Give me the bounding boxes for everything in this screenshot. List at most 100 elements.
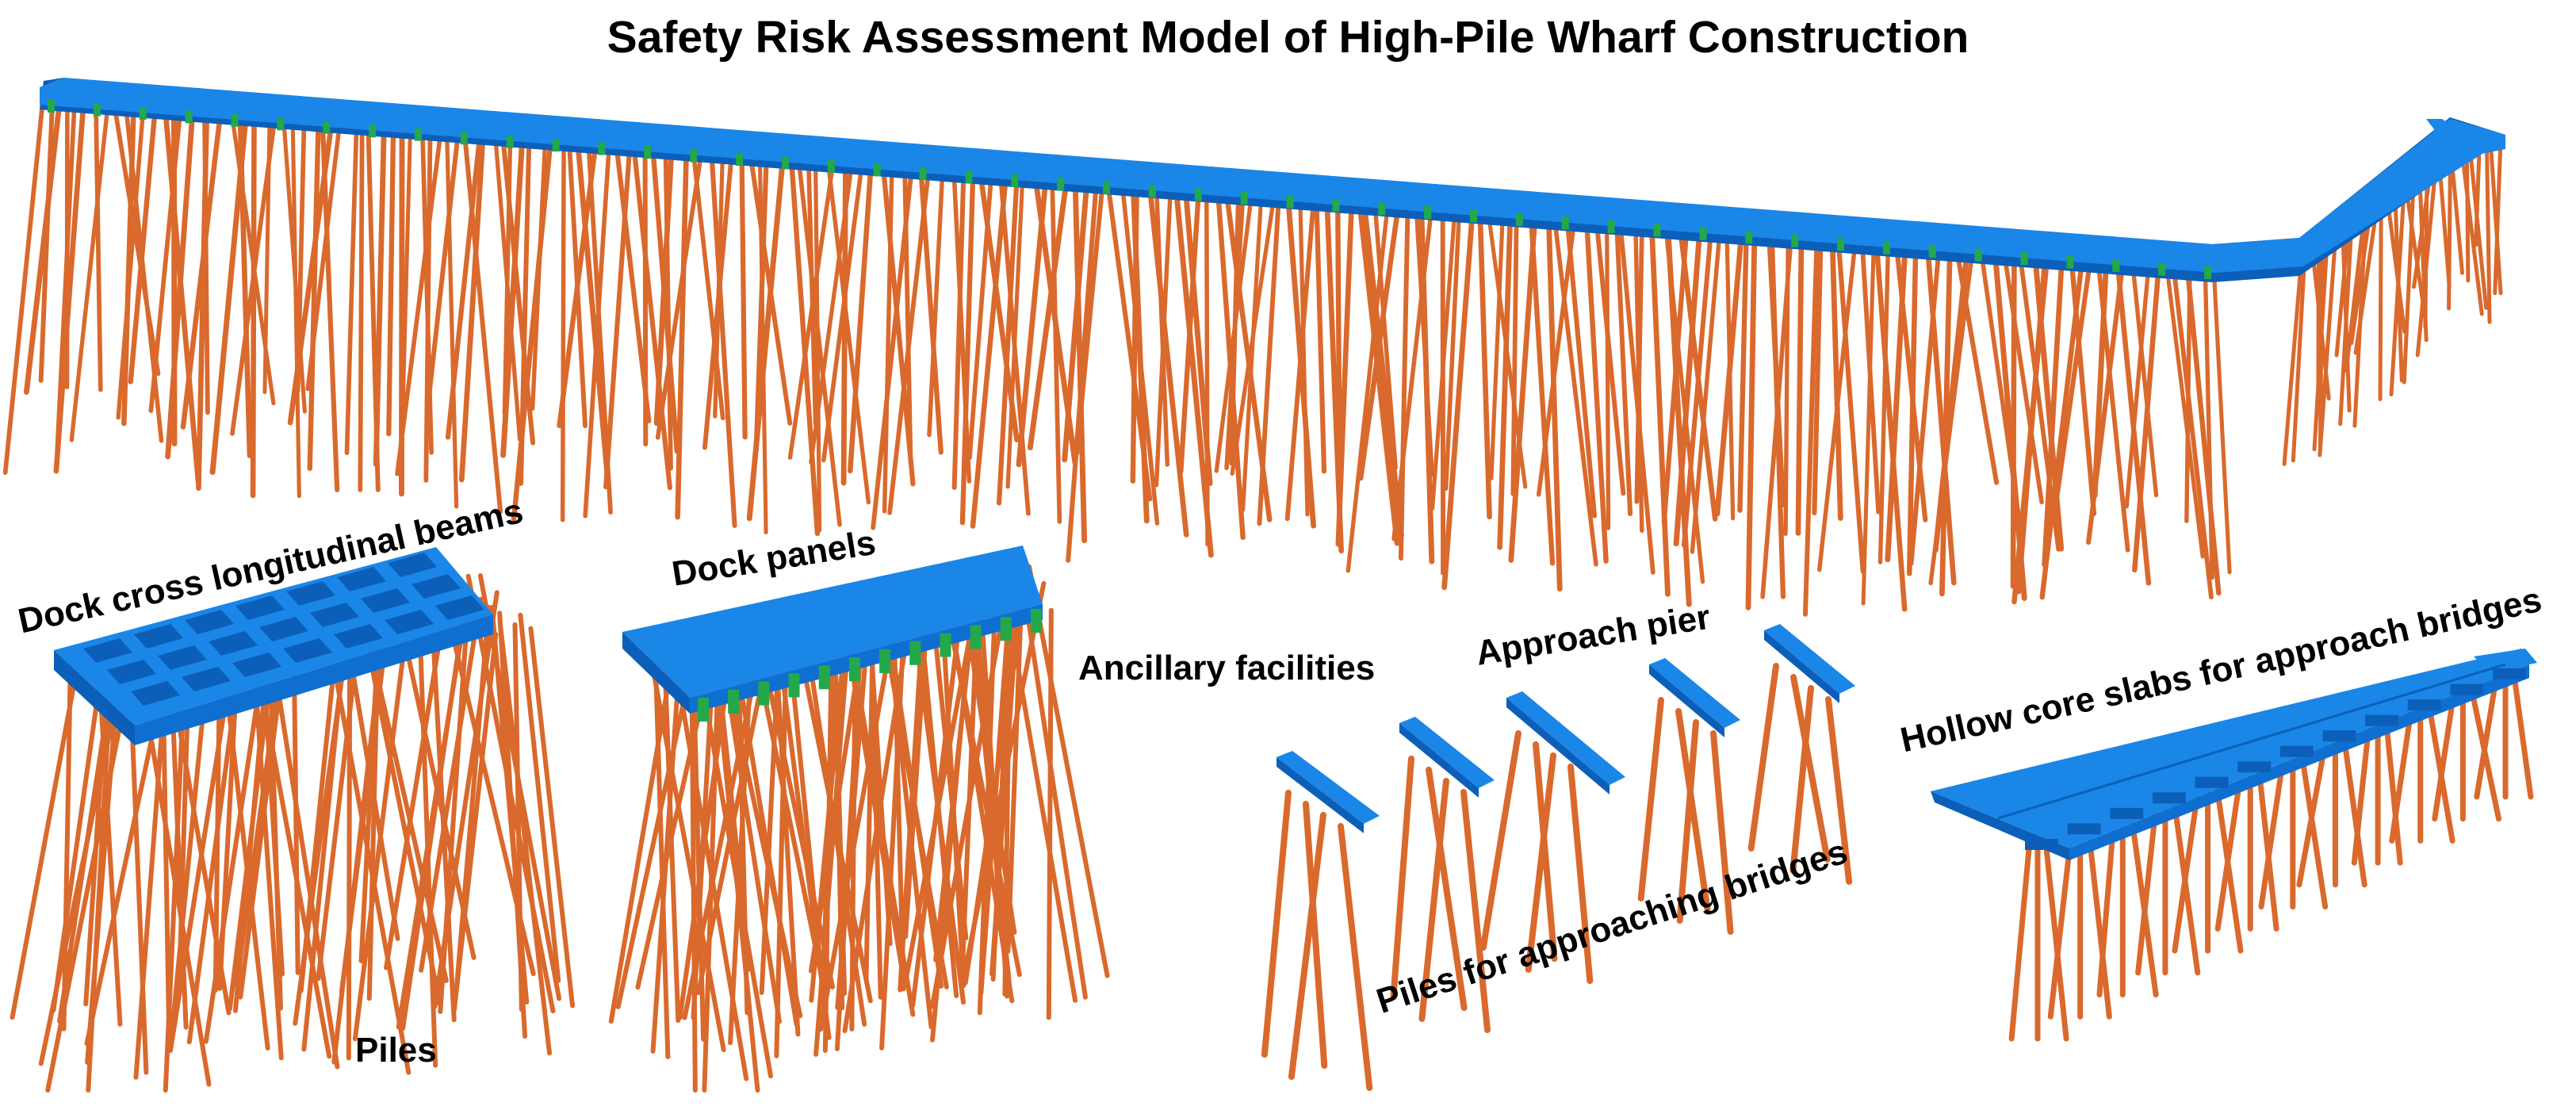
ancillary-cap bbox=[1000, 617, 1012, 641]
pile bbox=[1661, 227, 1690, 526]
ancillary-cap bbox=[965, 170, 973, 184]
pile bbox=[1747, 663, 1779, 852]
ancillary-cap bbox=[1515, 212, 1523, 226]
pile bbox=[1497, 212, 1514, 550]
pile bbox=[631, 145, 672, 491]
pile bbox=[1676, 719, 1699, 924]
pile bbox=[196, 112, 210, 492]
pile bbox=[250, 116, 257, 499]
beam-grid-opening bbox=[232, 653, 281, 677]
pile bbox=[230, 117, 278, 436]
pile bbox=[844, 636, 908, 989]
ancillary-cap bbox=[698, 698, 709, 722]
slab-pile-cap bbox=[2450, 683, 2484, 695]
pile bbox=[2383, 714, 2403, 866]
dock-panels-ancillary bbox=[698, 609, 1042, 722]
pile bbox=[160, 699, 172, 1051]
pile bbox=[1928, 249, 1975, 586]
ancillary-cap bbox=[277, 117, 285, 131]
pile bbox=[331, 641, 385, 1065]
slab-pile-cap bbox=[2195, 776, 2229, 788]
ancillary-cap bbox=[1103, 181, 1111, 194]
pier-cap bbox=[1506, 691, 1625, 785]
beam-grid-opening bbox=[385, 610, 434, 634]
dock-beams-grid bbox=[54, 547, 493, 745]
pile bbox=[1795, 235, 1805, 536]
pier-cap-side bbox=[1277, 757, 1364, 833]
pile bbox=[977, 611, 997, 1016]
pile bbox=[655, 151, 704, 440]
pile bbox=[2124, 262, 2151, 509]
ancillary-cap bbox=[1607, 220, 1615, 233]
ancillary-cap bbox=[788, 673, 800, 698]
beam-grid-opening bbox=[310, 603, 359, 627]
ancillary-cap bbox=[1240, 192, 1248, 205]
ancillary-cap bbox=[1057, 178, 1065, 191]
pile bbox=[61, 654, 74, 1032]
slab-pile-cap bbox=[2365, 714, 2399, 726]
pile bbox=[2493, 143, 2503, 296]
pile bbox=[887, 168, 932, 515]
pile bbox=[951, 170, 966, 490]
pile bbox=[2389, 202, 2406, 396]
ancillary-cap bbox=[728, 689, 740, 714]
ancillary-cap bbox=[818, 665, 830, 690]
ancillary-cap bbox=[598, 142, 606, 155]
ancillary-cap bbox=[323, 121, 331, 134]
pile bbox=[1288, 812, 1326, 1080]
ancillary-cap bbox=[231, 113, 239, 127]
main-wharf bbox=[2, 78, 2505, 617]
pile bbox=[2165, 263, 2205, 559]
pile bbox=[771, 622, 801, 1037]
pile bbox=[358, 124, 365, 492]
pile bbox=[2010, 251, 2017, 589]
pile bbox=[1314, 197, 1327, 474]
pier-cap-side bbox=[1764, 630, 1839, 703]
pile bbox=[1074, 181, 1105, 456]
pile bbox=[386, 126, 396, 437]
ancillary-cap bbox=[48, 100, 55, 113]
pile bbox=[438, 584, 472, 1014]
pile bbox=[910, 608, 963, 1009]
ancillary-cap bbox=[93, 103, 101, 117]
ancillary-cap bbox=[736, 153, 744, 166]
ancillary-cap bbox=[2112, 259, 2120, 273]
pile bbox=[2485, 150, 2492, 324]
ancillary-cap bbox=[1332, 199, 1340, 212]
pile bbox=[511, 138, 553, 522]
pile bbox=[1594, 219, 1626, 496]
beam-grid-opening bbox=[435, 595, 484, 620]
hollow-slab-pile-caps bbox=[2025, 668, 2526, 850]
pile bbox=[2510, 667, 2534, 800]
pile bbox=[848, 163, 874, 474]
pile bbox=[1673, 227, 1703, 547]
pile bbox=[1257, 195, 1281, 526]
pile bbox=[293, 626, 351, 1026]
slab-pile-cap bbox=[2279, 745, 2314, 757]
slab-pile-cap bbox=[2025, 839, 2058, 850]
pile bbox=[2344, 228, 2365, 373]
pile bbox=[608, 639, 678, 1024]
slab-pile-cap bbox=[2110, 807, 2144, 819]
pile bbox=[1552, 216, 1598, 567]
pile bbox=[1178, 188, 1201, 474]
main-wharf-piles bbox=[2, 99, 2503, 617]
slab-pile-cap bbox=[2152, 792, 2186, 804]
pile bbox=[557, 142, 599, 428]
pile bbox=[662, 671, 681, 1024]
dock-panel-deck bbox=[622, 545, 1043, 722]
pile bbox=[645, 637, 726, 1053]
pile bbox=[691, 656, 716, 1020]
approach-pier-trestle bbox=[1637, 658, 1740, 935]
pile bbox=[1564, 217, 1598, 519]
pier-cap bbox=[1649, 658, 1740, 728]
ancillary-cap bbox=[919, 166, 927, 180]
pile bbox=[518, 612, 561, 983]
pile bbox=[500, 136, 526, 458]
pile bbox=[2291, 262, 2306, 463]
pile bbox=[1005, 175, 1025, 489]
pile bbox=[821, 163, 864, 463]
pile bbox=[1675, 708, 1711, 913]
pile bbox=[423, 129, 433, 483]
